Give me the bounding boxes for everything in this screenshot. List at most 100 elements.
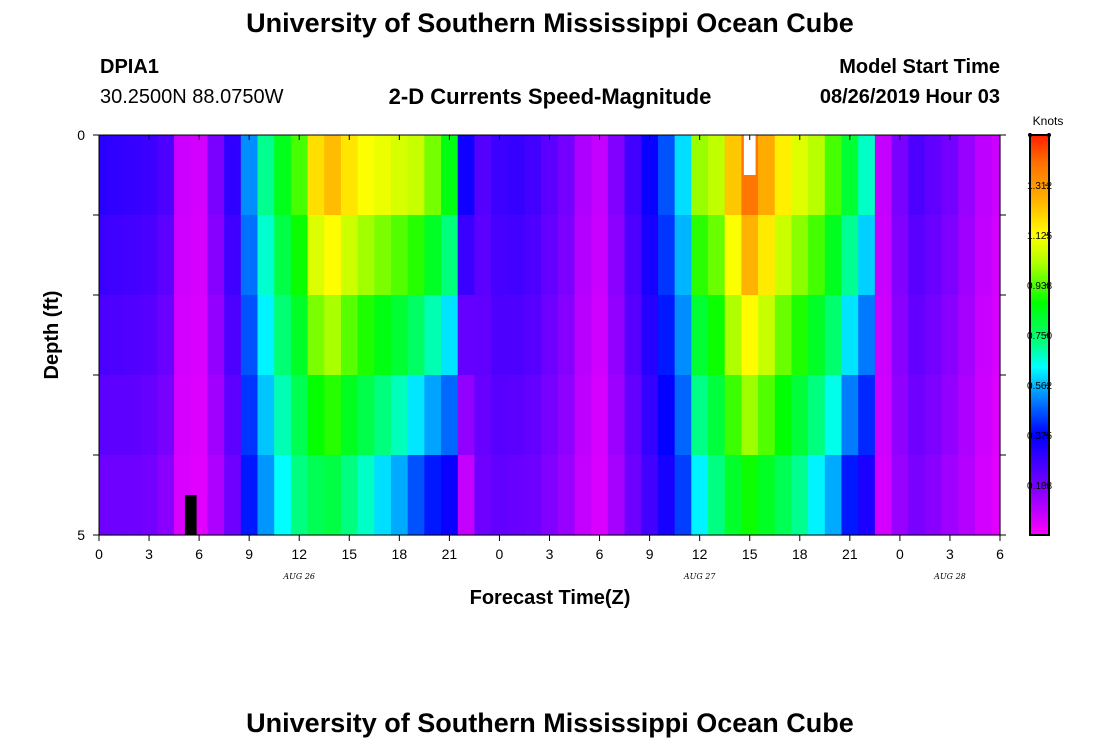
heatmap-cell: [974, 215, 993, 296]
colorbar-unit: Knots: [1033, 114, 1064, 128]
heatmap-cell: [307, 295, 325, 376]
colorbar: 1.312 1.125 0.938 0.750 0.562 0.375 0.188: [1027, 133, 1052, 536]
heatmap-cell: [99, 215, 108, 296]
heatmap-cell: [924, 215, 943, 296]
heatmap-cell: [758, 215, 776, 296]
heatmap-cell: [424, 375, 442, 456]
heatmap-cell: [941, 295, 959, 376]
heatmap-cell: [124, 135, 142, 216]
heatmap-cell: [274, 135, 292, 216]
heatmap-cell: [390, 455, 409, 536]
heatmap-cell: [407, 455, 425, 536]
heatmap-cell: [374, 295, 392, 376]
heatmap-cell: [958, 375, 976, 456]
heatmap-cell: [140, 455, 158, 536]
heatmap-cell: [157, 375, 175, 456]
heatmap-cell: [124, 215, 142, 296]
heatmap-cell: [224, 215, 242, 296]
heatmap-cell: [290, 295, 309, 376]
heatmap-cell: [674, 455, 692, 536]
heatmap-cell: [591, 455, 609, 536]
heatmap-cell: [324, 135, 342, 216]
missing-data-cell: [184, 495, 197, 535]
heatmap-cell: [124, 375, 142, 456]
heatmap-cell: [474, 135, 492, 216]
heatmap-cell: [457, 295, 476, 376]
heatmap-cell: [724, 135, 742, 216]
heatmap-cell: [107, 215, 125, 296]
colorbar-tick-label: 0.750: [1027, 331, 1052, 342]
heatmap-cell: [858, 135, 876, 216]
heatmap-cell: [557, 295, 576, 376]
heatmap-cell: [507, 135, 526, 216]
x-tick-label: 6: [996, 546, 1004, 562]
heatmap-cell: [157, 215, 175, 296]
heatmap-cell: [107, 375, 125, 456]
heatmap-cell: [657, 375, 676, 456]
heatmap-cell: [641, 455, 659, 536]
station-coords: 30.2500N 88.0750W: [100, 86, 284, 108]
heatmap-cell: [808, 295, 826, 376]
heatmap-cell: [257, 215, 275, 296]
heatmap-cell: [99, 455, 108, 536]
heatmap-cell: [324, 375, 342, 456]
x-tick-label: 15: [341, 546, 357, 562]
heatmap-cell: [474, 295, 492, 376]
heatmap-cell: [924, 295, 943, 376]
heatmap-cell: [207, 375, 225, 456]
heatmap-cell: [941, 215, 959, 296]
heatmap-cell: [357, 135, 375, 216]
heatmap-cell: [407, 375, 425, 456]
heatmap-cell: [274, 375, 292, 456]
heatmap-cell: [257, 135, 275, 216]
heatmap-cell: [708, 215, 726, 296]
heatmap-cell: [140, 135, 158, 216]
heatmap-cell: [274, 215, 292, 296]
heatmap-cell: [858, 215, 876, 296]
heatmap-cell: [524, 455, 542, 536]
heatmap-cell: [741, 455, 759, 536]
heatmap-cell: [924, 455, 943, 536]
missing-data-cells: [184, 135, 756, 535]
heatmap-cell: [174, 215, 192, 296]
heatmap-cell: [524, 215, 542, 296]
x-tick-label: 9: [245, 546, 253, 562]
heatmap-cell: [140, 215, 158, 296]
heatmap-cell: [207, 135, 225, 216]
chart-title: 2-D Currents Speed-Magnitude: [388, 84, 712, 109]
x-date-label: AUG 26: [282, 572, 315, 581]
heatmap-cell: [290, 455, 309, 536]
heatmap-cell: [157, 135, 175, 216]
heatmap-cell: [841, 135, 859, 216]
heatmap-cell: [307, 135, 325, 216]
heatmap-cell: [657, 295, 676, 376]
heatmap-cell: [657, 455, 676, 536]
heatmap-cell: [574, 375, 592, 456]
heatmap-cell: [157, 455, 175, 536]
colorbar-corner-dot: [1028, 133, 1032, 137]
x-tick-label: 18: [792, 546, 808, 562]
heatmap-cell: [190, 135, 209, 216]
heatmap-cell: [924, 375, 943, 456]
heatmap-cell: [357, 295, 375, 376]
heatmap-cell: [924, 135, 943, 216]
colorbar-tick-label: 0.562: [1027, 381, 1052, 392]
heatmap-cell: [624, 135, 642, 216]
heatmap-cell: [407, 295, 425, 376]
heatmap-cell: [290, 135, 309, 216]
model-start-label: Model Start Time: [839, 56, 1000, 78]
heatmap-cell: [491, 295, 509, 376]
heatmap-cell: [624, 295, 642, 376]
x-tick-label: 15: [742, 546, 758, 562]
heatmap-cell: [741, 215, 759, 296]
heatmap-cell: [941, 135, 959, 216]
heatmap-cell: [524, 295, 542, 376]
heatmap-cell: [758, 375, 776, 456]
heatmap-cell: [574, 295, 592, 376]
heatmap-cell: [674, 215, 692, 296]
heatmap-cell: [791, 215, 809, 296]
heatmap-cell: [324, 215, 342, 296]
heatmap-cell: [374, 215, 392, 296]
model-start-value: 08/26/2019 Hour 03: [819, 86, 1000, 108]
heatmap-cell: [607, 295, 626, 376]
